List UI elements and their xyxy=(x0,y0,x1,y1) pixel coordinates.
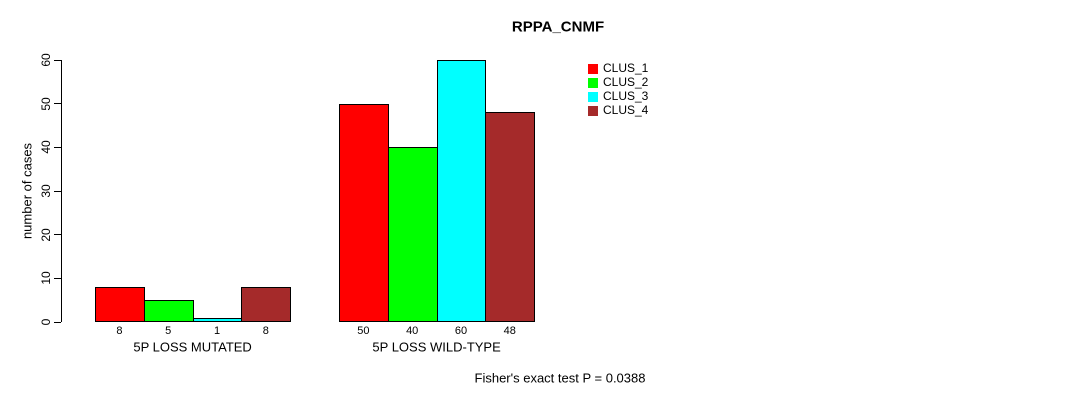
bar-value-label: 5 xyxy=(165,325,172,337)
legend-swatch xyxy=(588,77,598,88)
legend-item: CLUS_3 xyxy=(588,90,648,103)
y-tick xyxy=(54,321,61,323)
bar-value-label: 40 xyxy=(406,325,419,337)
y-tick-label: 40 xyxy=(39,140,53,155)
legend-item: CLUS_1 xyxy=(588,62,648,75)
legend-item: CLUS_4 xyxy=(588,104,648,117)
legend-swatch xyxy=(588,63,598,74)
y-tick-label: 20 xyxy=(39,227,53,242)
legend-label: CLUS_3 xyxy=(603,89,649,103)
legend-label: CLUS_2 xyxy=(603,75,649,89)
bar-value-label: 8 xyxy=(116,325,123,337)
chart-title: RPPA_CNMF xyxy=(511,18,605,36)
bar-clus_1 xyxy=(95,287,145,322)
legend-label: CLUS_1 xyxy=(603,61,649,75)
bar-clus_4 xyxy=(485,112,536,322)
y-tick xyxy=(54,146,61,148)
legend: CLUS_1 CLUS_2 CLUS_3 CLUS_4 xyxy=(588,62,648,118)
y-tick xyxy=(54,59,61,61)
y-tick-label: 0 xyxy=(39,318,53,326)
legend-swatch xyxy=(588,91,598,102)
bar-clus_3 xyxy=(192,317,243,322)
y-tick-label: 60 xyxy=(39,53,53,67)
y-tick-label: 30 xyxy=(39,184,53,198)
legend-label: CLUS_4 xyxy=(603,103,649,117)
bar-value-label: 50 xyxy=(357,325,370,337)
legend-swatch xyxy=(588,105,598,116)
y-tick xyxy=(54,190,61,192)
bar-clus_3 xyxy=(436,60,487,322)
y-tick xyxy=(54,277,61,279)
category-label: 5P LOSS WILD-TYPE xyxy=(372,339,501,355)
bar-value-label: 1 xyxy=(213,325,221,337)
bar-clus_4 xyxy=(241,287,292,322)
y-axis-label: number of cases xyxy=(19,142,35,240)
category-label: 5P LOSS MUTATED xyxy=(133,339,252,355)
bar-clus_2 xyxy=(143,300,194,322)
y-tick xyxy=(54,103,61,105)
annotation-text: Fisher's exact test P = 0.0388 xyxy=(474,370,646,386)
bar-value-label: 8 xyxy=(262,325,269,337)
y-tick xyxy=(54,234,61,236)
legend-item: CLUS_2 xyxy=(588,76,648,89)
bar-value-label: 60 xyxy=(454,325,468,337)
bar-clus_2 xyxy=(387,147,438,322)
bar-value-label: 48 xyxy=(503,325,516,337)
y-tick-label: 50 xyxy=(39,96,53,111)
y-axis-line xyxy=(61,60,62,322)
y-tick-label: 10 xyxy=(39,271,53,286)
bar-clus_1 xyxy=(339,103,389,322)
